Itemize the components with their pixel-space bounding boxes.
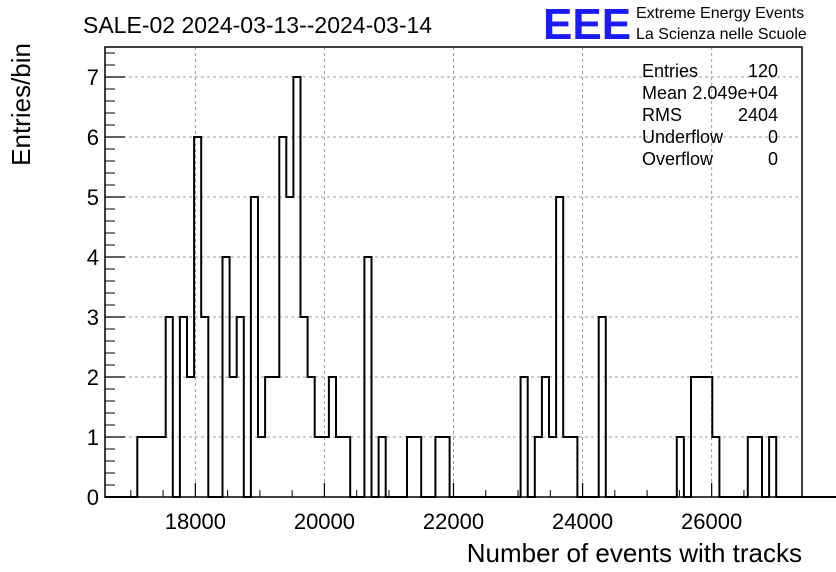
logo-mark: EEE (543, 0, 631, 49)
y-axis-ticks: 0 1 2 3 4 5 6 7 (87, 52, 125, 510)
y-tick-label: 6 (87, 125, 99, 150)
stats-value: 2.049e+04 (692, 83, 778, 103)
stats-value: 0 (768, 127, 778, 147)
logo-line-2: La Scienza nelle Scuole (636, 26, 807, 43)
grid-lines (105, 47, 802, 498)
y-tick-label: 5 (87, 185, 99, 210)
y-axis-label: Entries/bin (6, 43, 36, 166)
chart-title: SALE-02 2024-03-13--2024-03-14 (83, 12, 432, 38)
stats-label: Underflow (642, 127, 724, 147)
stats-value: 120 (748, 61, 778, 81)
stats-value: 2404 (738, 105, 778, 125)
stats-box: Entries 120 Mean 2.049e+04 RMS 2404 Underflow 0… (642, 61, 778, 169)
y-tick-label: 7 (87, 65, 99, 90)
x-tick-label: 26000 (681, 509, 742, 534)
y-tick-label: 0 (87, 485, 99, 510)
y-tick-label: 1 (87, 425, 99, 450)
stats-label: Entries (642, 61, 698, 81)
x-axis-label: Number of events with tracks (467, 538, 802, 568)
histogram-outline (105, 76, 836, 498)
x-tick-label: 20000 (294, 509, 355, 534)
x-axis-ticks: 18000 20000 22000 24000 26000 (130, 483, 777, 534)
x-tick-label: 18000 (165, 509, 226, 534)
y-tick-label: 3 (87, 305, 99, 330)
y-tick-label: 2 (87, 365, 99, 390)
eee-logo: EEE Extreme Energy Events La Scienza nel… (543, 0, 807, 49)
y-tick-label: 4 (87, 245, 99, 270)
x-tick-label: 24000 (552, 509, 613, 534)
stats-label: RMS (642, 105, 682, 125)
stats-label: Overflow (642, 149, 714, 169)
logo-line-1: Extreme Energy Events (636, 5, 804, 22)
stats-value: 0 (768, 149, 778, 169)
x-tick-label: 22000 (423, 509, 484, 534)
stats-label: Mean (642, 83, 687, 103)
